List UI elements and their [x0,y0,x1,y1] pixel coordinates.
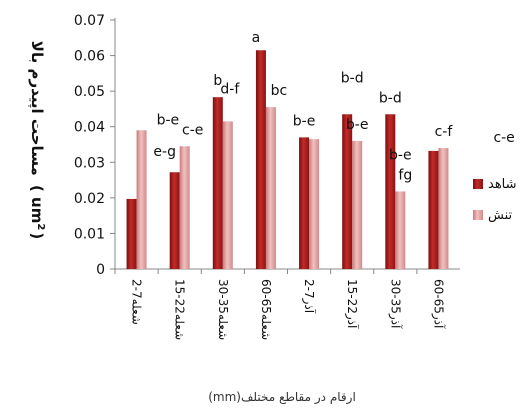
significance-label: fg [398,167,412,183]
y-axis-title-main: مساحت اپیدرم بالا [27,41,46,176]
bar-series1 [212,97,223,269]
bar-series2 [179,146,190,269]
bar-series1 [342,114,353,269]
y-tick-label: 0.06 [74,49,105,65]
y-axis-title-sup: 2 [35,223,46,230]
significance-label: b-d [341,70,364,86]
bar-series1 [299,137,310,269]
y-tick-label: 0.01 [74,226,105,242]
significance-label: bc [271,83,288,99]
y-tick-label: 0.05 [74,84,105,100]
significance-label: c-e [493,130,514,146]
y-tick-label: 0.03 [74,155,105,171]
significance-labels: b-e e-g c-e bd-f a bc b-e b-e b-d b-e b-d fg c-f c-e [153,30,514,183]
category-label: 30-35آذر [387,279,403,329]
y-tick-label: 0 [96,262,105,278]
bars [126,50,449,270]
bar-series1 [169,172,180,269]
category-label: 15-22شعله [173,279,187,340]
y-axis-title-text: مساحت اپیدرم بالا ( um2) [27,41,46,239]
category-label: 30-35شعله [216,279,230,340]
significance-label: b [213,73,222,89]
bar-series1 [428,150,439,269]
legend-label: شاهد [488,177,517,192]
significance-label: b-e [293,113,316,129]
bar-series1 [385,114,396,269]
category-label: 2-7آذر [301,279,317,314]
legend-swatch [473,210,483,220]
y-axis-title-close: ) [28,232,46,239]
bar-series2 [136,130,147,269]
significance-label: d-f [220,81,240,97]
bar-series2 [395,191,406,269]
legend: شاهد تنش [473,177,517,223]
legend-swatch [473,179,483,189]
x-axis-title: ارقام در مقاطع مختلف(mm) [208,390,356,405]
significance-label: c-e [182,122,203,138]
significance-label: b-e [389,147,412,163]
significance-label: a [252,30,261,46]
significance-label: b-e [346,117,369,133]
significance-label: b-d [379,90,402,106]
bar-series2 [265,107,276,270]
y-tick-label: 0.07 [74,13,105,29]
y-tick-label: 0.02 [74,191,105,207]
y-axis-title: مساحت اپیدرم بالا ( um2) [27,41,46,239]
y-axis-title-unit: ( um [28,185,46,223]
significance-label: e-g [153,144,176,160]
y-tick-label: 0.04 [74,120,105,136]
legend-label: تنش [488,208,512,223]
significance-label: b-e [157,112,180,128]
y-axis-ticks: 0 0.01 0.02 0.03 0.04 0.05 0.06 0.07 [74,13,115,278]
category-label: 60-65شعله [259,279,273,340]
category-labels: 2-7شعله 15-22شعله 30-35شعله 60-65شعله 2-7آذر… [114,269,446,340]
bar-series2 [352,140,363,269]
significance-label: c-f [435,124,454,140]
bar-series1 [255,50,266,269]
bar-series2 [438,148,449,269]
bar-series2 [309,139,320,269]
category-label: 15-22آذر [344,279,360,329]
category-label: 60-65آذر [430,279,446,329]
bar-series2 [222,121,233,269]
category-label: 2-7شعله [130,279,144,325]
bar-series1 [126,198,137,269]
